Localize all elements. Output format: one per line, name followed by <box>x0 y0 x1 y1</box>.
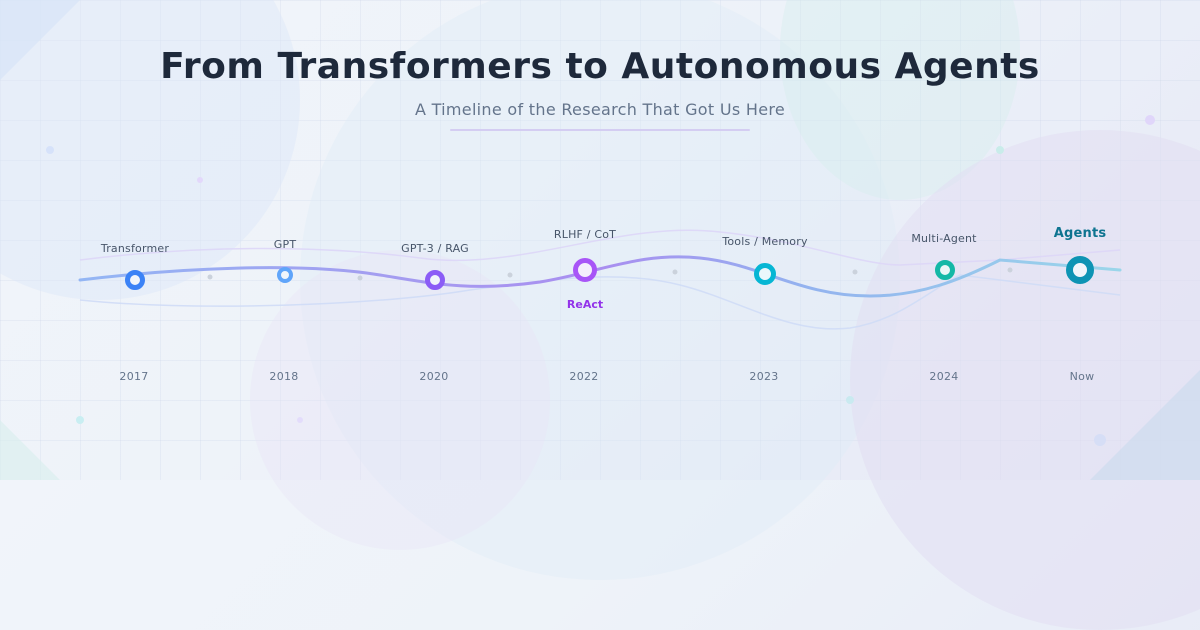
milestone-node-transformer[interactable] <box>125 270 145 290</box>
decorative-dot <box>846 396 854 404</box>
decorative-dot <box>76 416 84 424</box>
decorative-dot <box>297 417 303 423</box>
corner-decoration <box>1090 370 1200 480</box>
milestone-label: RLHF / CoT <box>553 228 617 241</box>
subtitle-divider <box>450 129 750 131</box>
milestone-node-agents[interactable] <box>1066 256 1094 284</box>
milestone-label: GPT-3 / RAG <box>401 242 469 255</box>
milestone-node-gpt3-rag[interactable] <box>425 270 445 290</box>
corner-decoration <box>0 0 80 80</box>
milestone-node-multi-agent[interactable] <box>935 260 955 280</box>
corner-decoration <box>0 420 60 480</box>
milestone-node-gpt[interactable] <box>277 267 293 283</box>
page-subtitle: A Timeline of the Research That Got Us H… <box>414 100 786 119</box>
milestone-year: 2024 <box>929 370 959 383</box>
milestone-sublabel: ReAct <box>566 298 604 311</box>
decorative-dot <box>1094 434 1106 446</box>
milestone-year: 2017 <box>119 370 149 383</box>
milestone-label: Tools / Memory <box>722 235 808 248</box>
page-title: From Transformers to Autonomous Agents <box>160 46 1040 87</box>
milestone-year: 2022 <box>569 370 599 383</box>
milestone-year: Now <box>1069 370 1095 383</box>
milestone-node-tools-memory[interactable] <box>754 263 776 285</box>
decorative-dot <box>1145 115 1155 125</box>
milestone-year: 2018 <box>269 370 299 383</box>
milestone-node-rlhf-cot[interactable] <box>573 258 597 282</box>
milestone-year: 2023 <box>749 370 779 383</box>
milestone-label: Multi-Agent <box>911 232 977 245</box>
decorative-dot <box>996 146 1004 154</box>
milestone-year: 2020 <box>419 370 449 383</box>
decorative-dot <box>46 146 54 154</box>
milestone-label: GPT <box>273 238 297 251</box>
milestone-label: Transformer <box>100 242 170 255</box>
decorative-dot <box>197 177 203 183</box>
milestone-label: Agents <box>1053 226 1107 241</box>
